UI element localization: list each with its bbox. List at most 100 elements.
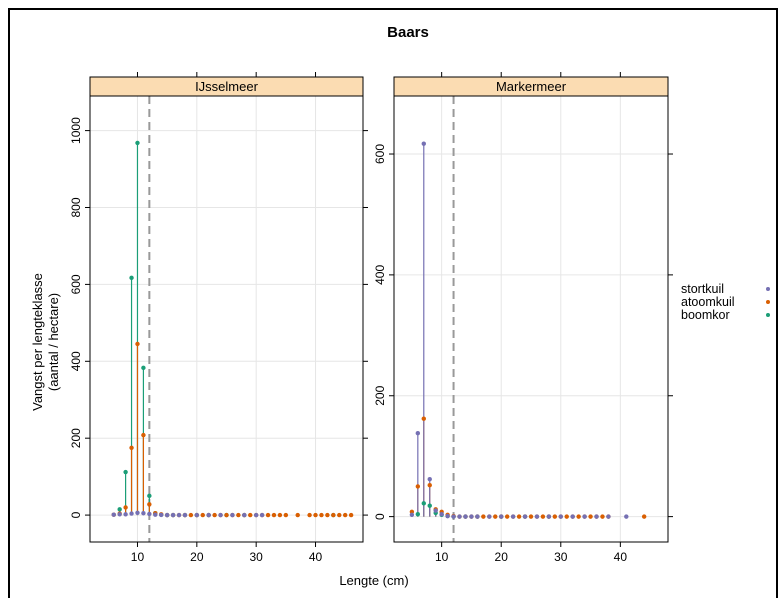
point-stortkuil: [451, 514, 456, 519]
point-boomkor: [421, 501, 426, 506]
legend-marker-atoomkuil: [766, 300, 770, 304]
point-atoomkuil: [421, 416, 426, 421]
point-atoomkuil: [337, 512, 342, 518]
point-stortkuil: [469, 514, 474, 519]
point-atoomkuil: [427, 482, 432, 488]
point-stortkuil: [457, 514, 462, 519]
y-tick-label: 800: [69, 197, 83, 217]
point-stortkuil: [206, 512, 211, 518]
chart-frame: [8, 8, 778, 598]
point-stortkuil: [427, 476, 432, 482]
point-atoomkuil: [348, 512, 354, 518]
point-atoomkuil: [493, 514, 498, 519]
point-stortkuil: [159, 512, 164, 518]
point-stortkuil: [176, 512, 182, 518]
point-atoomkuil: [283, 512, 289, 518]
point-stortkuil: [153, 512, 158, 517]
point-atoomkuil: [516, 514, 522, 519]
legend-marker-boomkor: [766, 313, 770, 317]
point-atoomkuil: [600, 514, 605, 519]
point-stortkuil: [218, 512, 223, 518]
y-axis-label-line-2: (aantal / hectare): [46, 293, 61, 391]
point-atoomkuil: [277, 512, 283, 518]
point-boomkor: [141, 365, 146, 371]
point-stortkuil: [164, 512, 170, 518]
point-stortkuil: [534, 514, 540, 519]
point-stortkuil: [463, 514, 468, 519]
point-stortkuil: [111, 512, 116, 517]
point-atoomkuil: [576, 514, 581, 519]
y-tick-label: 1000: [69, 117, 83, 144]
y-tick-label: 400: [69, 351, 83, 371]
x-tick-label: 10: [435, 550, 449, 564]
point-atoomkuil: [331, 512, 336, 518]
strip-label: IJsselmeer: [195, 79, 259, 94]
point-stortkuil: [253, 512, 259, 518]
point-stortkuil: [522, 514, 528, 519]
x-tick-label: 20: [190, 550, 204, 564]
point-atoomkuil: [200, 512, 205, 518]
point-atoomkuil: [415, 484, 421, 489]
point-boomkor: [123, 469, 128, 475]
point-stortkuil: [182, 512, 188, 518]
point-atoomkuil: [295, 512, 300, 518]
point-boomkor: [427, 503, 432, 508]
point-stortkuil: [594, 514, 599, 519]
panel-frame: [393, 95, 669, 543]
point-stortkuil: [415, 431, 421, 436]
point-stortkuil: [499, 514, 504, 519]
point-stortkuil: [170, 512, 176, 518]
point-atoomkuil: [135, 341, 140, 347]
x-tick-label: 30: [249, 550, 263, 564]
point-stortkuil: [242, 512, 247, 518]
point-boomkor: [415, 512, 421, 517]
x-tick-label: 30: [554, 550, 568, 564]
y-tick-label: 0: [69, 511, 83, 518]
x-tick-label: 40: [309, 550, 323, 564]
point-atoomkuil: [271, 512, 277, 518]
point-stortkuil: [194, 512, 200, 518]
point-atoomkuil: [342, 512, 348, 518]
legend-label-boomkor: boomkor: [681, 308, 730, 322]
point-stortkuil: [141, 510, 146, 516]
point-stortkuil: [117, 512, 122, 517]
point-stortkuil: [147, 511, 152, 517]
point-atoomkuil: [147, 502, 152, 507]
legend-marker-stortkuil: [766, 287, 770, 291]
x-tick-label: 40: [614, 550, 628, 564]
point-stortkuil: [558, 514, 563, 519]
point-atoomkuil: [504, 514, 510, 519]
y-tick-label: 600: [69, 274, 83, 294]
point-stortkuil: [135, 510, 140, 515]
point-atoomkuil: [212, 512, 217, 518]
y-axis-label-line-1: Vangst per lengteklasse: [30, 273, 45, 411]
point-atoomkuil: [564, 514, 569, 519]
point-stortkuil: [475, 514, 480, 519]
chart-title: Baars: [387, 24, 429, 41]
point-atoomkuil: [528, 514, 534, 519]
point-stortkuil: [421, 141, 426, 146]
point-stortkuil: [606, 514, 611, 519]
point-boomkor: [147, 493, 152, 499]
point-boomkor: [117, 507, 122, 512]
point-atoomkuil: [307, 512, 312, 518]
y-tick-label: 200: [69, 428, 83, 448]
point-stortkuil: [230, 512, 235, 518]
point-atoomkuil: [409, 509, 415, 514]
point-atoomkuil: [313, 512, 318, 518]
point-stortkuil: [445, 513, 450, 519]
y-tick-label: 400: [373, 265, 387, 285]
x-axis-label: Lengte (cm): [339, 573, 408, 588]
x-tick-label: 20: [495, 550, 509, 564]
strip-label: Markermeer: [496, 79, 567, 94]
point-stortkuil: [570, 514, 575, 519]
legend-label-stortkuil: stortkuil: [681, 282, 724, 296]
point-atoomkuil: [641, 514, 647, 519]
point-atoomkuil: [129, 445, 134, 451]
panel-frame: [89, 95, 364, 543]
point-atoomkuil: [188, 512, 194, 518]
point-stortkuil: [433, 508, 438, 513]
